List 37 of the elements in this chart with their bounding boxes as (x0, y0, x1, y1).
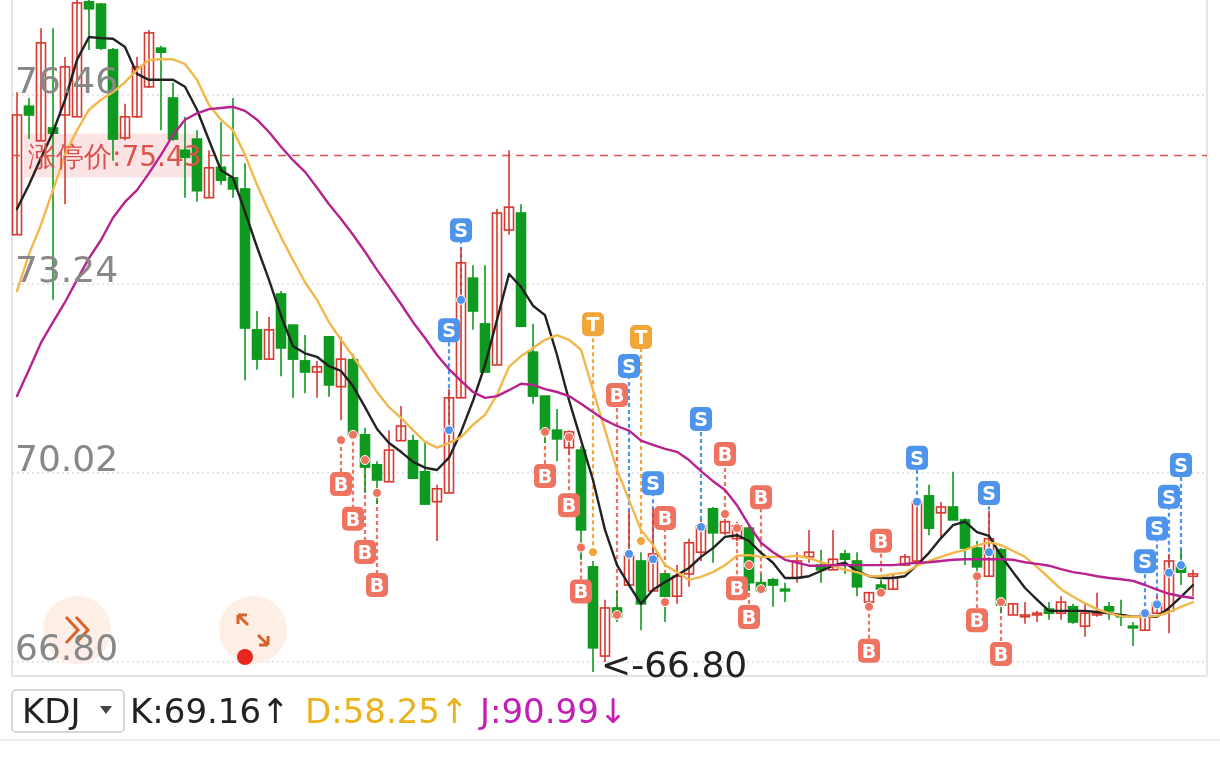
data-label: B (657, 507, 673, 530)
data-label: S (1150, 517, 1164, 540)
data-label: S (1138, 550, 1152, 573)
data-label: B (609, 383, 625, 406)
text: KDJ (22, 691, 81, 731)
data-label: B (993, 643, 1009, 666)
y-tick-label: 70.02 (15, 437, 119, 479)
data-label: B (357, 541, 373, 564)
data-label: B (345, 507, 361, 530)
data-label: S (1162, 485, 1176, 508)
data-label: B (717, 443, 733, 466)
annotation: <-66.80 (601, 643, 748, 685)
y-tick-label: 66.80 (15, 626, 119, 668)
data-label: B (333, 473, 349, 496)
data-label: S (982, 482, 996, 505)
data-label: B (369, 573, 385, 596)
data-label: B (753, 486, 769, 509)
data-label: S (694, 407, 708, 430)
data-label: B (537, 464, 553, 487)
data-label: B (561, 494, 577, 517)
data-label: B (873, 529, 889, 552)
data-label: S (442, 319, 456, 342)
text: J:90.99↓ (478, 691, 628, 731)
data-label: B (573, 580, 589, 603)
data-label: S (646, 472, 660, 495)
text: K:69.16↑ (130, 691, 290, 731)
data-label: S (454, 219, 468, 242)
data-label: T (586, 313, 600, 336)
data-label: S (910, 446, 924, 469)
text: D:58.25↑ (305, 691, 469, 731)
data-label: T (634, 326, 648, 349)
data-label: B (741, 606, 757, 629)
data-label: B (969, 609, 985, 632)
data-label: B (729, 577, 745, 600)
data-label: S (1174, 454, 1188, 477)
data-label: B (861, 639, 877, 662)
data-label: S (622, 354, 636, 377)
